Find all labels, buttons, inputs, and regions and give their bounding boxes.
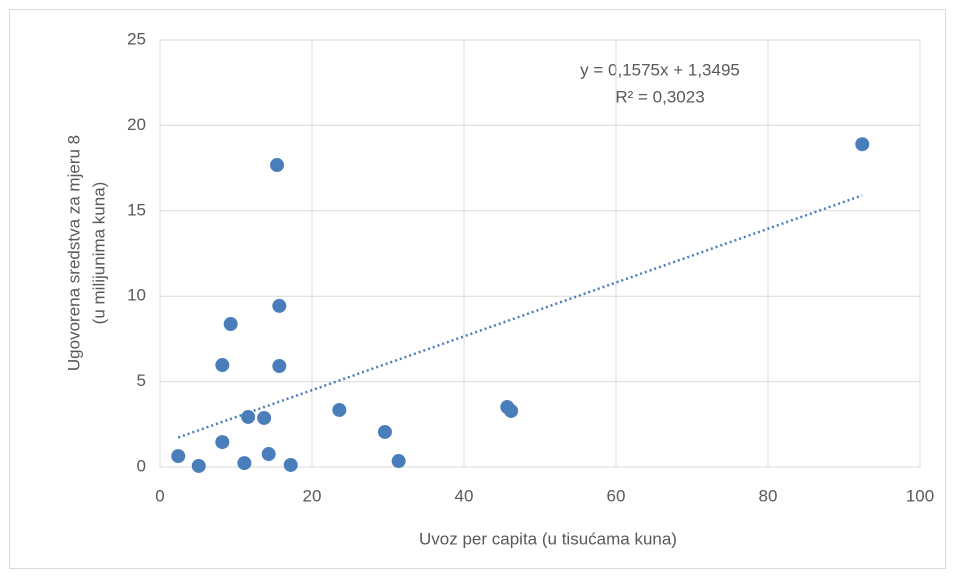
trendline	[177, 194, 863, 439]
data-point	[237, 456, 252, 471]
data-point	[504, 403, 519, 418]
data-point	[377, 424, 392, 439]
x-tick-label: 60	[607, 486, 626, 505]
data-point	[171, 449, 186, 464]
data-point	[270, 158, 285, 173]
x-tick-label: 0	[155, 486, 164, 505]
data-point	[215, 358, 230, 373]
data-point	[261, 447, 276, 462]
y-tick-label: 20	[127, 115, 146, 134]
x-tick-label: 20	[303, 486, 322, 505]
x-tick-label: 80	[759, 486, 778, 505]
trendline-equation: y = 0,1575x + 1,3495	[580, 60, 740, 79]
x-tick-label: 40	[455, 486, 474, 505]
data-point	[215, 435, 230, 450]
data-point	[223, 317, 238, 332]
chart-border	[9, 9, 946, 569]
y-tick-label: 25	[127, 29, 146, 48]
y-axis-label: (u milijunima kuna)	[89, 182, 108, 325]
data-point	[191, 458, 206, 473]
data-point	[257, 410, 272, 425]
data-point	[391, 454, 406, 469]
data-point	[855, 137, 870, 152]
data-point	[241, 409, 256, 424]
data-point	[272, 298, 287, 313]
x-tick-label: 100	[906, 486, 934, 505]
data-point	[332, 402, 347, 417]
y-axis-label: Ugovorena sredstva za mjeru 8	[64, 135, 83, 371]
y-tick-label: 0	[137, 456, 146, 475]
y-tick-label: 10	[127, 286, 146, 305]
y-tick-label: 15	[127, 200, 146, 219]
data-point	[272, 359, 287, 374]
y-tick-label: 5	[137, 371, 146, 390]
data-point	[283, 457, 298, 472]
x-axis-label: Uvoz per capita (u tisućama kuna)	[419, 529, 677, 548]
r-squared: R² = 0,3023	[615, 87, 704, 106]
